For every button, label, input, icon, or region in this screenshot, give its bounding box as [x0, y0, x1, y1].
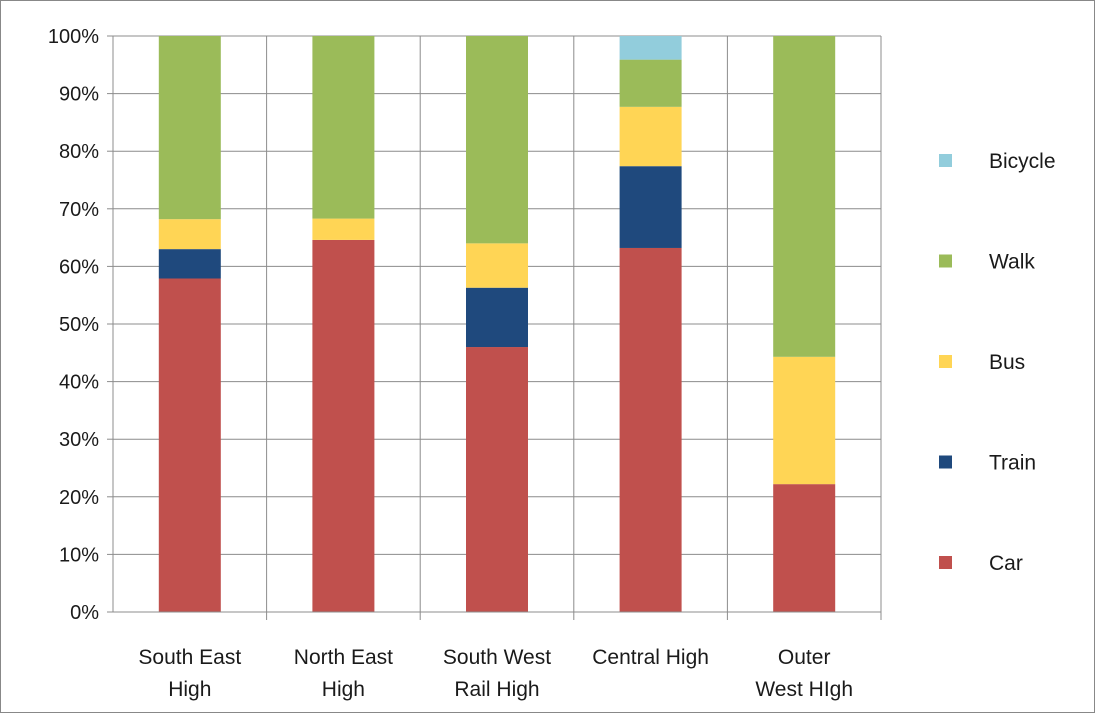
bar-segment-bicycle — [619, 36, 682, 60]
bar-segment-bus — [773, 356, 836, 485]
bar-segment-bus — [619, 106, 682, 167]
legend-label: Car — [989, 552, 1023, 575]
bar-segment-bus — [312, 218, 375, 240]
x-category-label: Outer — [778, 646, 831, 669]
x-category-label: High — [322, 678, 365, 701]
x-category-label: Central High — [592, 646, 709, 669]
y-tick-label: 20% — [59, 487, 99, 509]
legend-swatch-car — [939, 556, 952, 569]
bar-segment-walk — [158, 36, 221, 220]
y-tick-label: 30% — [59, 429, 99, 451]
bar-segment-car — [158, 278, 221, 612]
y-tick-label: 0% — [70, 602, 99, 624]
y-tick-label: 100% — [48, 26, 99, 48]
bar-segment-walk — [466, 36, 528, 244]
legend-label: Walk — [989, 251, 1035, 274]
y-tick-label: 10% — [59, 544, 99, 566]
bar-segment-bus — [158, 219, 221, 250]
legend-swatch-train — [939, 455, 952, 469]
bar-segment-walk — [312, 36, 375, 219]
bar-segment-walk — [773, 36, 836, 357]
y-tick-label: 70% — [59, 199, 99, 221]
bar-segment-train — [158, 249, 221, 279]
x-category-label: South West — [443, 646, 551, 669]
legend-label: Train — [989, 452, 1036, 475]
legend-label: Bicycle — [989, 150, 1056, 173]
y-tick-label: 50% — [59, 314, 99, 336]
bar-segment-car — [773, 484, 836, 612]
bar-segment-walk — [619, 59, 682, 107]
legend-label: Bus — [989, 351, 1025, 374]
axes — [107, 35, 881, 613]
y-axis-tick-labels: 0% 10% 20% 30% 40% 50% 60% 70% 80% 90% 100% — [48, 26, 99, 624]
legend-swatch-walk — [939, 254, 952, 268]
x-category-label: North East — [294, 646, 393, 669]
y-tick-label: 80% — [59, 141, 99, 163]
x-category-label: South East — [138, 646, 241, 669]
x-category-label: West HIgh — [755, 678, 853, 701]
legend-swatch-bicycle — [939, 154, 952, 167]
x-axis-category-labels: South East High North East High South West Ra… — [138, 646, 853, 701]
legend: Bicycle Walk Bus Train Car — [939, 150, 1056, 575]
y-tick-label: 60% — [59, 256, 99, 278]
bar-segment-car — [312, 239, 375, 613]
bar-segment-train — [619, 166, 682, 248]
x-category-label: Rail High — [454, 678, 539, 701]
bars — [158, 36, 836, 613]
x-category-label: High — [168, 678, 211, 701]
bar-segment-car — [466, 347, 528, 612]
bar-segment-train — [466, 287, 528, 348]
legend-swatch-bus — [939, 355, 952, 368]
bar-segment-bus — [466, 243, 528, 288]
y-tick-label: 40% — [59, 372, 99, 394]
y-tick-label: 90% — [59, 84, 99, 106]
bar-segment-car — [619, 247, 682, 612]
